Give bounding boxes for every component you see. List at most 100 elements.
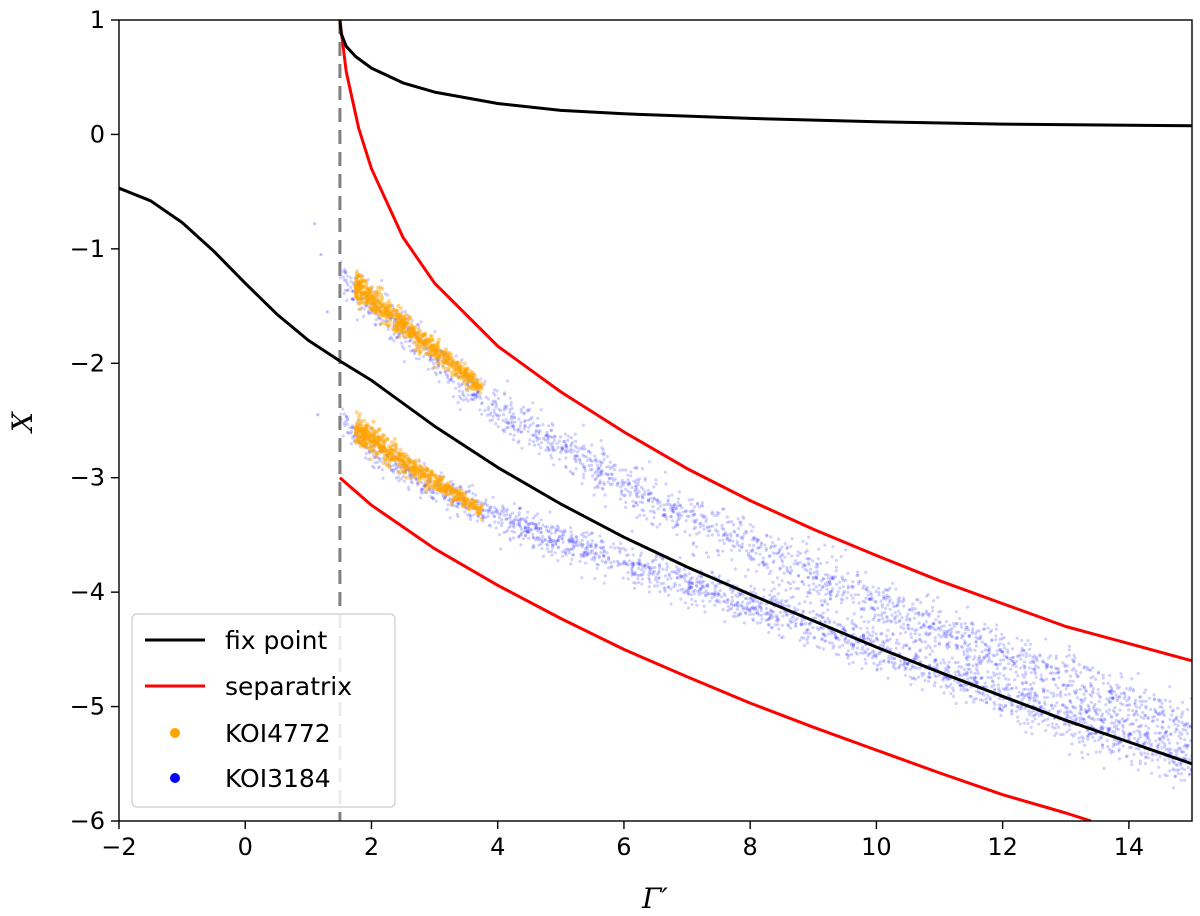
koi3184-point <box>984 697 988 701</box>
koi3184-point <box>556 537 560 541</box>
koi3184-point <box>455 367 459 372</box>
koi3184-point <box>1158 705 1162 709</box>
koi3184-point <box>870 598 874 602</box>
koi3184-point <box>581 465 585 469</box>
koi3184-point <box>598 479 602 483</box>
koi3184-point <box>432 490 436 494</box>
koi3184-point <box>1005 648 1009 652</box>
koi3184-point <box>1082 692 1086 696</box>
koi3184-point <box>508 524 512 528</box>
koi4772-point <box>450 364 454 369</box>
koi3184-point <box>522 529 526 533</box>
koi3184-point <box>637 563 641 567</box>
koi3184-point <box>1020 698 1024 702</box>
koi3184-point <box>401 475 405 479</box>
koi3184-point <box>507 526 511 530</box>
koi3184-point <box>583 547 588 551</box>
koi3184-point <box>403 320 407 324</box>
koi3184-point <box>651 509 655 513</box>
koi3184-point <box>928 675 932 679</box>
koi3184-point <box>716 598 720 602</box>
koi3184-point <box>1050 704 1054 708</box>
koi3184-point <box>628 482 632 486</box>
koi3184-point <box>1109 751 1113 755</box>
koi3184-point <box>704 593 708 597</box>
koi3184-point <box>527 536 531 540</box>
koi3184-point <box>772 544 776 549</box>
koi3184-point <box>414 349 418 353</box>
koi3184-point <box>915 628 919 632</box>
koi3184-point <box>550 541 554 545</box>
koi3184-point <box>854 650 858 655</box>
koi3184-point <box>1066 711 1070 715</box>
koi3184-point <box>449 378 453 382</box>
koi3184-point <box>1172 718 1176 723</box>
koi3184-point <box>571 543 575 547</box>
koi4772-point <box>424 351 429 356</box>
koi3184-point <box>1009 687 1013 691</box>
koi3184-point <box>1022 675 1026 679</box>
koi4772-point <box>361 285 366 290</box>
koi3184-point <box>734 593 738 598</box>
koi3184-point <box>608 482 613 486</box>
koi3184-point <box>427 486 431 490</box>
koi3184-point <box>384 448 388 452</box>
koi3184-point <box>1112 725 1116 729</box>
koi3184-point <box>764 606 769 611</box>
koi3184-point <box>355 300 359 304</box>
koi3184-point <box>354 276 358 281</box>
koi3184-point <box>1181 700 1185 704</box>
koi3184-point <box>688 509 692 514</box>
koi3184-point <box>744 611 748 616</box>
koi3184-point <box>582 454 587 458</box>
koi3184-point <box>665 568 669 572</box>
koi3184-point <box>964 683 969 687</box>
koi3184-point <box>522 427 527 431</box>
koi3184-point <box>806 591 810 595</box>
koi3184-point <box>717 574 722 578</box>
koi3184-point <box>1069 701 1073 705</box>
koi3184-point <box>624 561 629 566</box>
koi3184-point <box>395 465 399 469</box>
koi3184-point <box>651 523 655 527</box>
koi3184-point <box>797 574 801 578</box>
koi3184-point <box>977 656 982 660</box>
koi3184-point <box>1061 682 1066 686</box>
koi3184-point <box>596 473 600 477</box>
koi3184-point <box>1036 665 1041 670</box>
koi3184-point <box>1158 755 1162 759</box>
koi3184-point <box>634 501 638 505</box>
koi3184-point <box>633 573 638 577</box>
koi3184-point <box>1151 715 1155 719</box>
koi3184-point <box>817 592 821 596</box>
koi3184-point <box>601 448 605 452</box>
koi3184-point <box>861 599 865 604</box>
koi3184-point <box>1089 717 1093 721</box>
koi3184-point <box>602 453 606 457</box>
koi3184-point <box>748 543 752 548</box>
koi3184-point <box>1019 693 1024 697</box>
koi3184-point <box>818 614 822 618</box>
koi3184-point <box>461 496 466 500</box>
koi3184-point <box>1161 726 1165 730</box>
koi3184-point <box>539 531 544 535</box>
koi3184-point <box>562 533 566 537</box>
koi3184-point <box>391 464 395 468</box>
koi3184-point <box>675 533 679 537</box>
koi3184-point <box>1093 702 1097 706</box>
koi3184-point <box>554 542 558 546</box>
koi3184-point <box>1033 713 1037 717</box>
koi3184-point <box>600 559 604 563</box>
koi4772-point <box>416 338 421 343</box>
koi4772-point <box>444 353 449 358</box>
koi3184-point <box>770 609 774 613</box>
koi3184-point <box>598 481 602 485</box>
koi3184-point <box>1022 649 1026 653</box>
koi3184-point <box>1181 727 1185 732</box>
koi3184-point <box>892 604 896 609</box>
koi3184-point <box>1175 715 1179 719</box>
koi3184-point <box>806 641 810 645</box>
koi3184-point <box>819 625 824 630</box>
koi3184-point <box>1007 678 1011 682</box>
koi3184-point <box>568 469 572 473</box>
